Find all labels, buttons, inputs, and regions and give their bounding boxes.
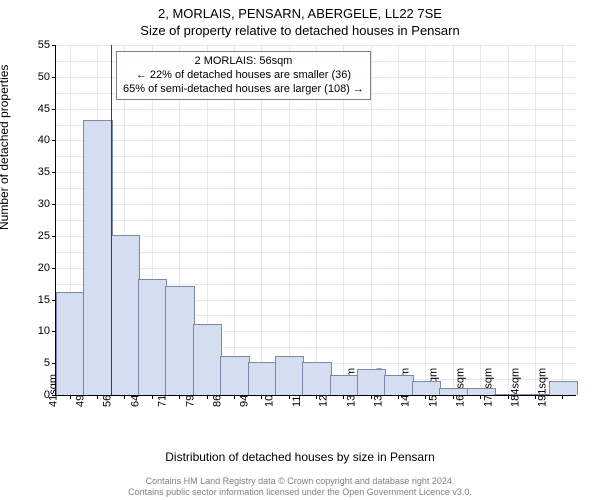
histogram-bar	[439, 388, 468, 395]
xtick-mark	[234, 395, 235, 399]
xtick-mark	[179, 395, 180, 399]
chart-title-sub: Size of property relative to detached ho…	[0, 23, 600, 38]
ytick-label: 20	[38, 262, 50, 274]
chart-container: 2, MORLAIS, PENSARN, ABERGELE, LL22 7SE …	[0, 0, 600, 500]
histogram-bar	[220, 356, 249, 395]
xtick-mark	[261, 395, 262, 399]
histogram-bar	[302, 362, 331, 395]
xtick-mark	[152, 395, 153, 399]
footer-attribution: Contains HM Land Registry data © Crown c…	[0, 476, 600, 499]
chart-title-main: 2, MORLAIS, PENSARN, ABERGELE, LL22 7SE	[0, 6, 600, 21]
annotation-line-2: ← 22% of detached houses are smaller (36…	[123, 69, 364, 83]
histogram-bar	[412, 381, 441, 395]
histogram-bar	[521, 394, 550, 395]
histogram-bar	[83, 120, 112, 395]
histogram-bar	[56, 292, 85, 395]
xtick-mark	[124, 395, 125, 399]
ytick-label: 10	[38, 325, 50, 337]
ytick-label: 5	[44, 357, 50, 369]
histogram-bar	[275, 356, 304, 395]
histogram-bar	[467, 388, 496, 395]
xtick-mark	[289, 395, 290, 399]
histogram-bar	[549, 381, 578, 395]
ytick-label: 30	[38, 198, 50, 210]
histogram-bar	[138, 279, 167, 395]
histogram-bar	[248, 362, 277, 395]
ytick-label: 35	[38, 166, 50, 178]
annotation-line-1: 2 MORLAIS: 56sqm	[123, 55, 364, 69]
plot-area: 051015202530354045505541sqm49sqm56sqm64s…	[55, 45, 576, 396]
xtick-mark	[70, 395, 71, 399]
footer-line-2: Contains public sector information licen…	[0, 487, 600, 498]
ytick-label: 55	[38, 39, 50, 51]
histogram-bar	[165, 286, 194, 395]
histogram-bar	[357, 369, 386, 395]
xtick-mark	[425, 395, 426, 399]
y-axis-label: Number of detached properties	[0, 65, 11, 230]
xtick-mark	[562, 395, 563, 399]
reference-line	[111, 45, 112, 395]
histogram-bar	[384, 375, 413, 395]
xtick-mark	[207, 395, 208, 399]
ytick-label: 25	[38, 230, 50, 242]
xtick-mark	[343, 395, 344, 399]
xtick-mark	[508, 395, 509, 399]
ytick-label: 50	[38, 71, 50, 83]
annotation-line-3: 65% of semi-detached houses are larger (…	[123, 83, 364, 97]
xtick-mark	[97, 395, 98, 399]
xtick-mark	[480, 395, 481, 399]
x-axis-label: Distribution of detached houses by size …	[0, 450, 600, 464]
annotation-box: 2 MORLAIS: 56sqm ← 22% of detached house…	[116, 51, 371, 100]
histogram-bar	[494, 394, 523, 395]
histogram-bar	[330, 375, 359, 395]
ytick-label: 15	[38, 294, 50, 306]
ytick-label: 45	[38, 103, 50, 115]
footer-line-1: Contains HM Land Registry data © Crown c…	[0, 476, 600, 487]
ytick-label: 40	[38, 134, 50, 146]
histogram-bar	[111, 235, 140, 395]
histogram-bar	[193, 324, 222, 395]
